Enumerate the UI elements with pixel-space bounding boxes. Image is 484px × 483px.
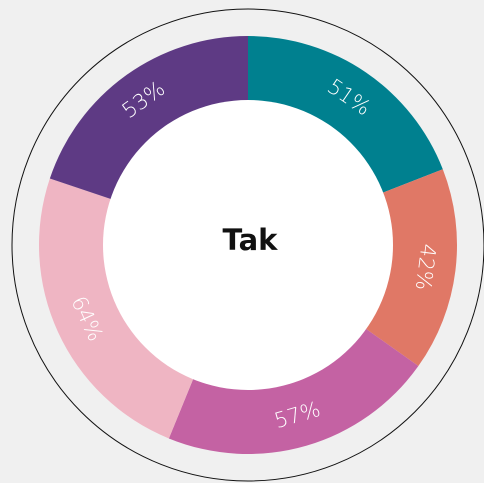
segment-label: 42% xyxy=(411,242,441,291)
segment xyxy=(49,36,249,201)
segment xyxy=(38,178,195,439)
center-label: Tak xyxy=(223,223,279,257)
segment xyxy=(168,326,419,454)
segment xyxy=(248,36,443,195)
donut-hole xyxy=(103,100,393,390)
